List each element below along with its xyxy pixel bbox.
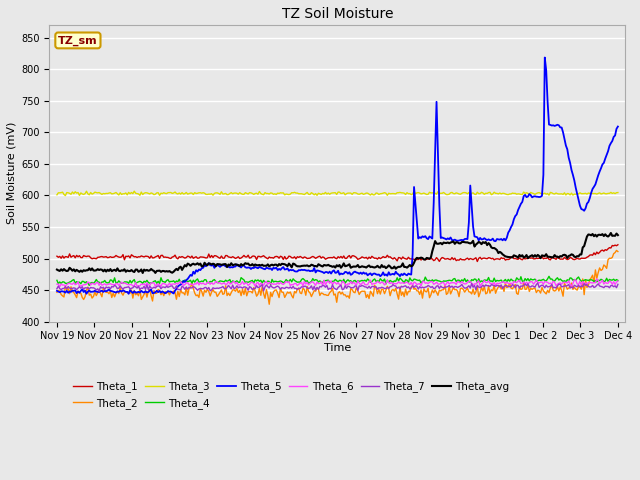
Theta_1: [474, 259, 481, 264]
Theta_3: [614, 190, 621, 195]
Theta_avg: [460, 239, 467, 245]
Theta_avg: [614, 232, 621, 238]
Theta_2: [614, 249, 621, 254]
Theta_5: [53, 288, 61, 294]
Text: TZ_sm: TZ_sm: [58, 35, 98, 46]
Theta_2: [462, 287, 470, 293]
Theta_4: [122, 279, 130, 285]
Title: TZ Soil Moisture: TZ Soil Moisture: [282, 7, 393, 21]
Theta_5: [237, 264, 245, 270]
Theta_3: [53, 192, 61, 198]
Theta_4: [53, 277, 61, 283]
X-axis label: Time: Time: [324, 343, 351, 353]
Theta_5: [614, 124, 621, 130]
Theta_3: [237, 191, 245, 196]
Theta_7: [460, 284, 467, 289]
Theta_3: [461, 190, 468, 195]
Theta_6: [408, 279, 415, 285]
Theta_1: [406, 256, 413, 262]
Y-axis label: Soil Moisture (mV): Soil Moisture (mV): [7, 122, 17, 225]
Theta_5: [541, 55, 548, 60]
Theta_2: [276, 286, 284, 291]
Theta_avg: [276, 262, 284, 268]
Theta_1: [458, 257, 466, 263]
Theta_6: [276, 279, 284, 285]
Theta_3: [61, 192, 69, 198]
Theta_7: [534, 280, 541, 286]
Theta_avg: [607, 230, 614, 236]
Theta_3: [410, 188, 418, 194]
Theta_7: [237, 284, 245, 290]
Theta_3: [276, 190, 284, 196]
Line: Theta_5: Theta_5: [57, 58, 618, 294]
Theta_5: [462, 236, 470, 242]
Theta_7: [122, 285, 130, 290]
Theta_1: [461, 257, 468, 263]
Theta_7: [408, 285, 415, 291]
Theta_6: [122, 281, 130, 287]
Theta_2: [612, 248, 620, 253]
Theta_5: [408, 272, 415, 277]
Line: Theta_2: Theta_2: [57, 251, 618, 304]
Theta_avg: [462, 240, 470, 245]
Theta_6: [462, 281, 470, 287]
Theta_1: [120, 257, 128, 263]
Theta_avg: [139, 270, 147, 276]
Theta_2: [408, 284, 415, 290]
Theta_5: [460, 238, 467, 243]
Theta_avg: [53, 267, 61, 273]
Theta_avg: [408, 264, 415, 269]
Theta_5: [276, 267, 284, 273]
Line: Theta_3: Theta_3: [57, 191, 618, 195]
Theta_avg: [237, 261, 245, 267]
Theta_1: [614, 242, 621, 248]
Theta_avg: [120, 266, 128, 272]
Theta_4: [85, 283, 93, 288]
Theta_3: [122, 190, 130, 196]
Theta_7: [614, 281, 621, 287]
Theta_2: [266, 301, 273, 307]
Theta_4: [614, 277, 621, 283]
Theta_6: [237, 281, 245, 287]
Theta_6: [614, 278, 621, 284]
Legend: Theta_1, Theta_2, Theta_3, Theta_4, Theta_5, Theta_6, Theta_7, Theta_avg: Theta_1, Theta_2, Theta_3, Theta_4, Thet…: [69, 377, 514, 413]
Theta_5: [125, 291, 132, 297]
Theta_4: [408, 277, 415, 283]
Theta_1: [275, 255, 283, 261]
Theta_2: [236, 288, 244, 293]
Theta_4: [237, 275, 245, 280]
Line: Theta_4: Theta_4: [57, 276, 618, 286]
Theta_2: [53, 289, 61, 295]
Line: Theta_1: Theta_1: [57, 245, 618, 262]
Theta_4: [276, 278, 284, 284]
Theta_1: [236, 256, 244, 262]
Theta_1: [53, 253, 61, 259]
Line: Theta_7: Theta_7: [57, 283, 618, 291]
Theta_7: [95, 288, 103, 294]
Line: Theta_6: Theta_6: [57, 279, 618, 287]
Theta_3: [463, 191, 471, 197]
Theta_3: [408, 192, 415, 197]
Theta_7: [53, 286, 61, 291]
Theta_5: [120, 288, 128, 294]
Theta_7: [462, 285, 470, 291]
Theta_6: [53, 281, 61, 287]
Theta_4: [460, 278, 467, 284]
Theta_7: [276, 287, 284, 292]
Theta_6: [460, 280, 467, 286]
Theta_2: [120, 289, 128, 295]
Theta_4: [462, 279, 470, 285]
Theta_2: [460, 287, 467, 292]
Theta_6: [56, 284, 63, 289]
Line: Theta_avg: Theta_avg: [57, 233, 618, 273]
Theta_4: [545, 274, 553, 279]
Theta_6: [593, 276, 601, 282]
